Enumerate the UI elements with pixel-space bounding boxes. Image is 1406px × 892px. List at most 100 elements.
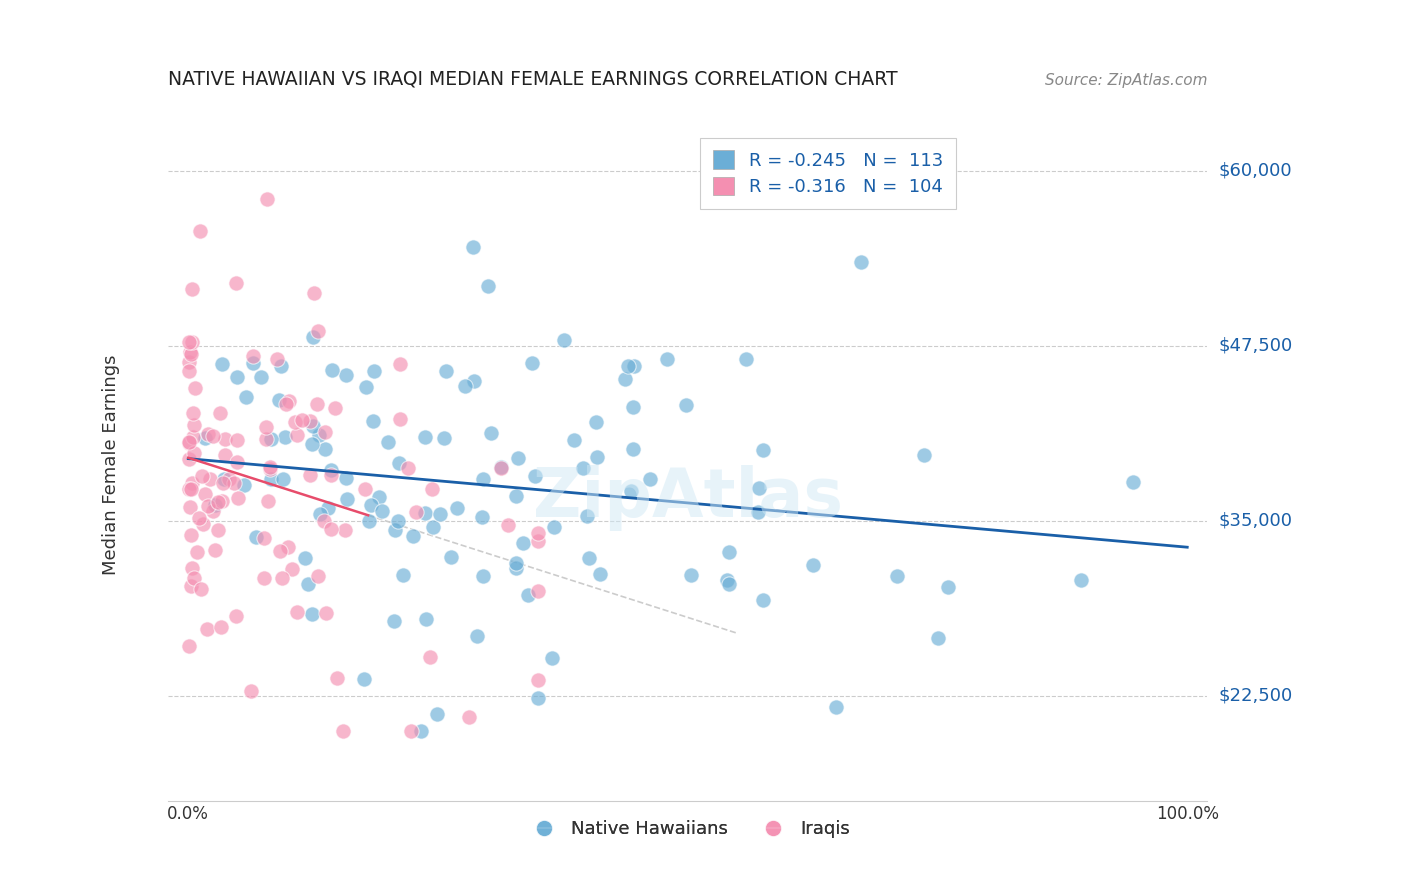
Point (307, 569, 329, 583)
Point (277, 541, 299, 555)
Point (180, 579, 202, 593)
Point (225, 276, 247, 290)
Point (415, 612, 437, 626)
Point (202, 428, 225, 442)
Point (498, 518, 520, 533)
Point (222, 476, 245, 491)
Point (527, 525, 550, 540)
Point (392, 568, 415, 582)
Point (309, 507, 332, 521)
Point (200, 472, 222, 486)
Point (211, 476, 233, 491)
Point (752, 593, 775, 607)
Point (179, 483, 201, 497)
Text: $60,000: $60,000 (1219, 161, 1292, 179)
Point (1122, 475, 1144, 490)
Point (232, 477, 254, 491)
Point (411, 723, 433, 738)
Point (284, 415, 307, 429)
Point (214, 432, 236, 446)
Point (254, 432, 277, 446)
Point (446, 501, 468, 516)
Point (363, 364, 385, 378)
Point (679, 568, 702, 582)
Point (314, 425, 336, 440)
Point (387, 514, 409, 528)
Point (235, 391, 257, 405)
Point (505, 561, 527, 575)
Point (613, 372, 636, 386)
Point (357, 514, 380, 528)
Point (399, 723, 422, 738)
Point (201, 503, 224, 517)
Point (312, 514, 335, 528)
Point (315, 606, 337, 620)
Point (388, 412, 411, 426)
Point (520, 356, 543, 370)
Text: ZipAtlas: ZipAtlas (533, 466, 842, 532)
Point (180, 347, 202, 361)
Point (179, 451, 201, 466)
Point (336, 491, 359, 506)
Point (623, 359, 645, 374)
Point (321, 363, 343, 377)
Text: Source: ZipAtlas.com: Source: ZipAtlas.com (1045, 73, 1208, 88)
Point (463, 240, 485, 254)
Point (420, 482, 443, 496)
Point (505, 556, 527, 570)
Point (245, 530, 267, 544)
Point (269, 544, 291, 558)
Point (207, 494, 229, 508)
Point (527, 583, 550, 598)
Point (209, 620, 232, 634)
Point (323, 401, 346, 416)
Point (179, 436, 201, 450)
Point (325, 671, 347, 685)
Point (371, 504, 394, 518)
Point (401, 529, 423, 543)
Point (361, 414, 384, 428)
Point (188, 511, 211, 525)
Point (179, 500, 201, 514)
Point (294, 550, 316, 565)
Point (188, 224, 211, 238)
Point (277, 394, 299, 409)
Point (886, 568, 908, 582)
Point (382, 614, 405, 628)
Point (180, 335, 202, 350)
Point (527, 534, 550, 549)
Point (354, 482, 377, 496)
Point (225, 370, 247, 384)
Point (270, 571, 292, 585)
Text: $35,000: $35,000 (1219, 512, 1292, 530)
Point (194, 431, 217, 445)
Point (801, 558, 824, 573)
Point (214, 448, 236, 462)
Text: Median Female Earnings: Median Female Earnings (103, 354, 120, 575)
Point (1070, 573, 1092, 587)
Point (242, 349, 264, 363)
Point (207, 523, 229, 537)
Point (413, 506, 436, 520)
Point (250, 370, 273, 384)
Point (527, 691, 550, 706)
Point (458, 710, 481, 724)
Point (716, 573, 738, 587)
Point (849, 254, 872, 268)
Point (181, 406, 204, 420)
Point (508, 450, 530, 465)
Point (226, 455, 249, 469)
Point (471, 510, 494, 524)
Point (184, 381, 207, 395)
Point (543, 519, 565, 533)
Point (321, 463, 343, 477)
Point (747, 505, 769, 519)
Point (290, 413, 312, 427)
Point (422, 520, 444, 534)
Point (314, 442, 336, 457)
Point (211, 493, 233, 508)
Point (308, 427, 330, 442)
Point (242, 356, 264, 370)
Point (477, 279, 499, 293)
Point (260, 472, 283, 486)
